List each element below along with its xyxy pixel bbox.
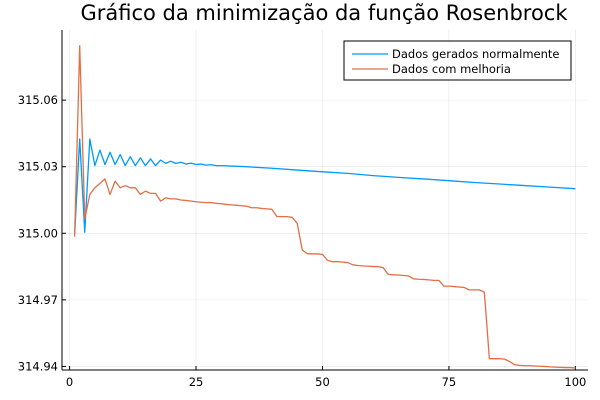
axes	[61, 30, 588, 371]
legend-label-0: Dados gerados normalmente	[392, 47, 559, 61]
series-line-0	[73, 138, 576, 235]
y-tick-label-4: 315.06	[18, 93, 58, 107]
x-tick-label-1: 25	[189, 375, 204, 389]
chart-title: Gráfico da minimização da função Rosenbr…	[80, 1, 568, 25]
y-tick-label-1: 314.97	[18, 293, 58, 307]
legend-label-1: Dados com melhoria	[392, 62, 511, 76]
y-tick-label-0: 314.94	[18, 359, 58, 373]
legend-box	[343, 40, 572, 81]
y-tick-label-3: 315.03	[18, 160, 58, 174]
x-axis-ticks: 0 25 50 75 100	[66, 366, 586, 389]
x-tick-label-4: 100	[564, 375, 586, 389]
y-axis-ticks: 314.94 314.97 315.00 315.03 315.06	[18, 93, 66, 373]
x-tick-label-3: 75	[442, 375, 457, 389]
y-tick-label-2: 315.00	[18, 226, 58, 240]
x-tick-label-0: 0	[66, 375, 73, 389]
series	[73, 45, 576, 369]
x-tick-label-2: 50	[315, 375, 330, 389]
series-line-1	[73, 45, 576, 369]
legend: Dados gerados normalmente Dados com melh…	[343, 40, 572, 81]
grid	[62, 30, 588, 370]
